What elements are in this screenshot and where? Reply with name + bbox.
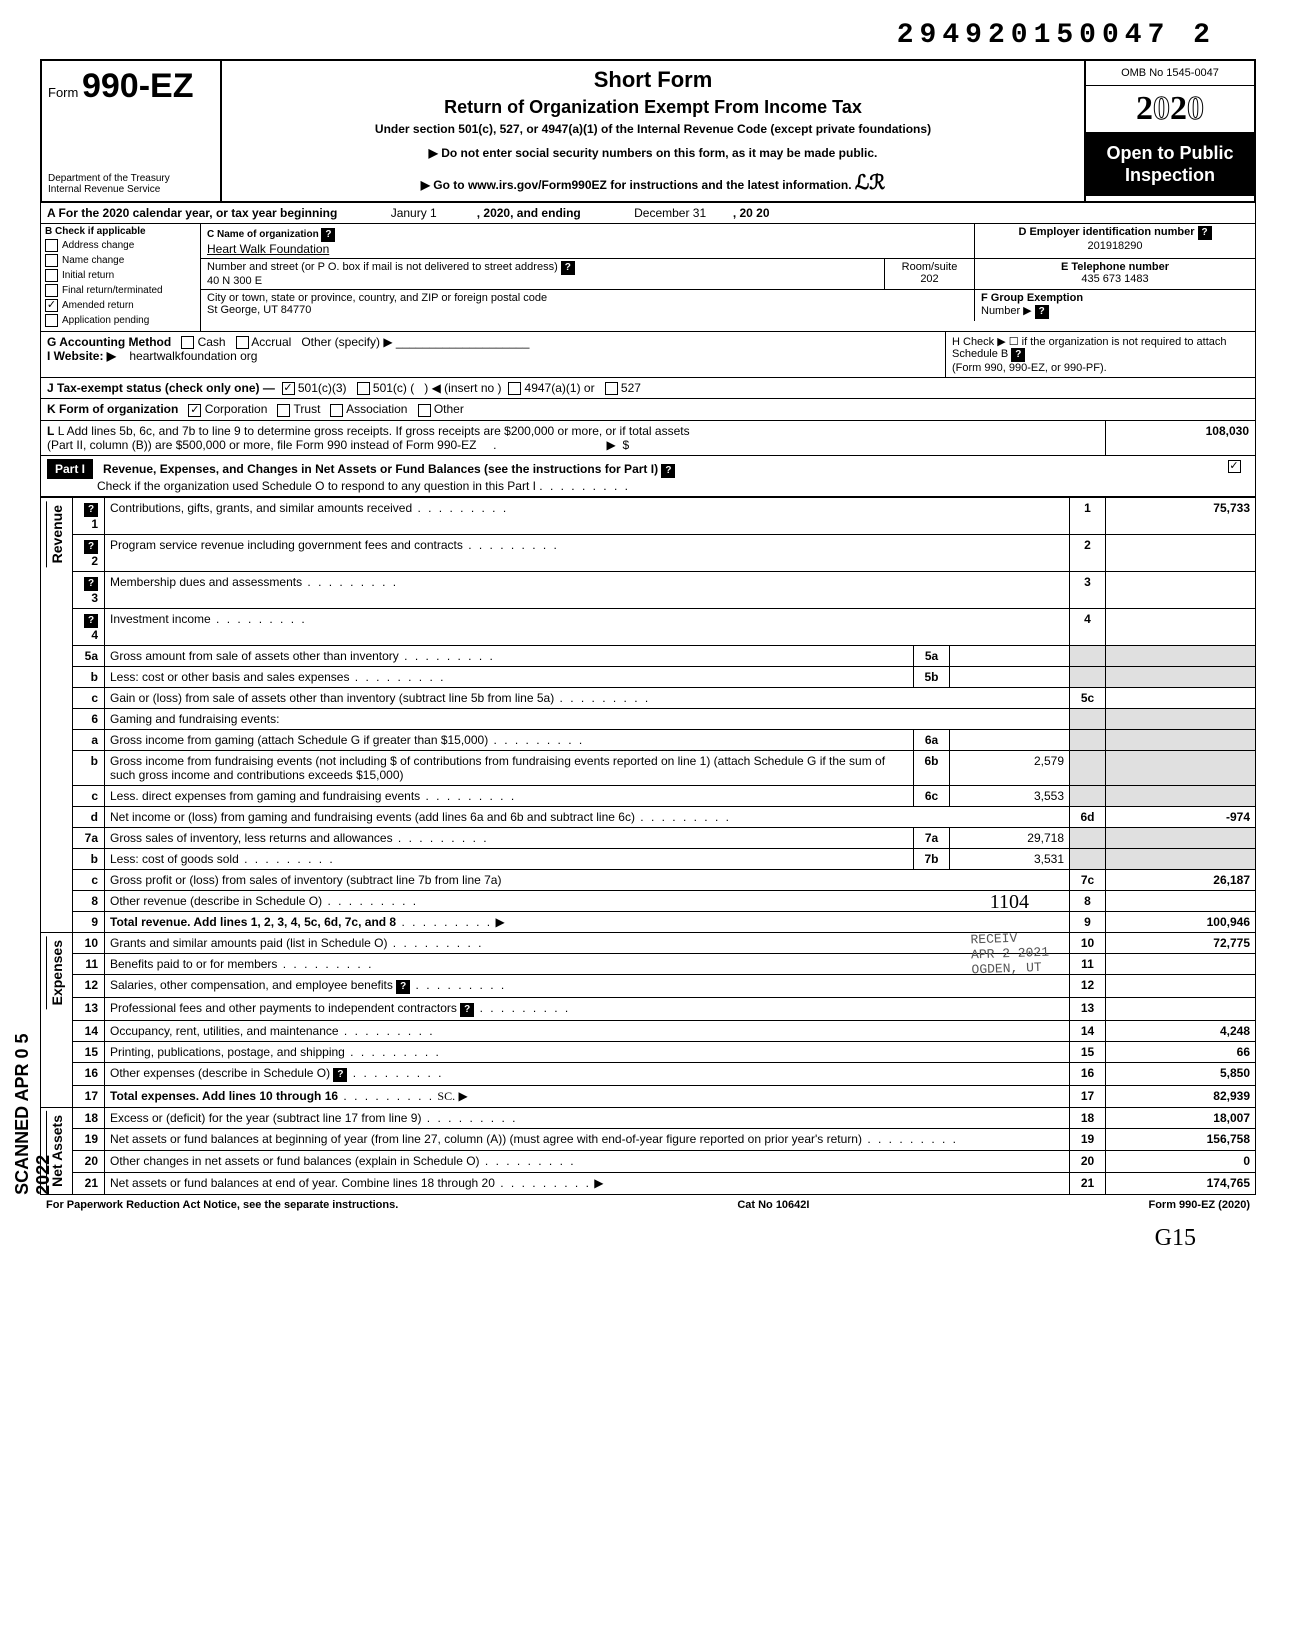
- other-checkbox[interactable]: [418, 404, 431, 417]
- tax-year-begin: Janury 1: [391, 206, 437, 220]
- net-assets-label: Net Assets: [46, 1111, 67, 1191]
- colb-label: Amended return: [62, 300, 134, 311]
- title-short-form: Short Form: [230, 67, 1076, 93]
- colb-label: Final return/terminated: [62, 285, 163, 296]
- colb-checkbox[interactable]: [45, 239, 58, 252]
- city-value: St George, UT 84770: [207, 304, 311, 316]
- form-number: 990-EZ: [82, 67, 194, 105]
- part1-title: Revenue, Expenses, and Changes in Net As…: [103, 462, 658, 476]
- note-url: ▶ Go to www.irs.gov/Form990EZ for instru…: [230, 170, 1076, 195]
- accrual-checkbox[interactable]: [236, 336, 249, 349]
- room-value: 202: [920, 273, 938, 285]
- colb-label: Application pending: [62, 315, 149, 326]
- line8-handwritten: 1104: [990, 891, 1029, 914]
- row-k: K Form of organization Corporation Trust…: [40, 399, 1256, 420]
- colb-checkbox[interactable]: [45, 284, 58, 297]
- room-label: Room/suite: [902, 261, 958, 273]
- colb-checkbox[interactable]: [45, 269, 58, 282]
- colb-checkbox[interactable]: [45, 314, 58, 327]
- website-value: heartwalkfoundation org: [129, 349, 257, 363]
- received-stamp: RECEIVAPR 2 2021OGDEN, UT: [970, 929, 1050, 977]
- colb-checkbox[interactable]: [45, 254, 58, 267]
- org-info-block: B Check if applicable Address changeName…: [40, 224, 1256, 332]
- footer-left: For Paperwork Reduction Act Notice, see …: [46, 1199, 398, 1211]
- colb-item: Name change: [45, 254, 196, 267]
- colb-item: Application pending: [45, 314, 196, 327]
- 501c-checkbox[interactable]: [357, 382, 370, 395]
- association-checkbox[interactable]: [330, 404, 343, 417]
- box-d-label: D Employer identification number ?: [1018, 226, 1211, 238]
- part1-label: Part I: [47, 459, 93, 479]
- open-to-public: Open to Public Inspection: [1086, 133, 1254, 196]
- part1-header-row: Part I Revenue, Expenses, and Changes in…: [40, 456, 1256, 497]
- phone-value: 435 673 1483: [1081, 273, 1148, 285]
- box-e-label: E Telephone number: [1061, 261, 1169, 273]
- tax-year-end-month: December 31: [634, 206, 706, 220]
- dept-treasury: Department of the Treasury: [48, 173, 214, 184]
- initials-scribble: ℒℛ: [855, 172, 885, 194]
- part1-check-text: Check if the organization used Schedule …: [97, 479, 536, 493]
- footer: For Paperwork Reduction Act Notice, see …: [40, 1195, 1256, 1215]
- row-l: L L Add lines 5b, 6c, and 7b to line 9 t…: [40, 421, 1256, 456]
- city-label: City or town, state or province, country…: [207, 292, 547, 304]
- schedule-o-checkbox[interactable]: [1228, 460, 1241, 473]
- row-a-tax-year: A For the 2020 calendar year, or tax yea…: [40, 203, 1256, 224]
- box-h-text: H Check ▶ ☐ if the organization is not r…: [952, 336, 1227, 360]
- document-number: 294920150047 2: [40, 20, 1256, 51]
- colb-label: Name change: [62, 255, 124, 266]
- 501c3-checkbox[interactable]: [282, 382, 295, 395]
- form-number-block: Form 990-EZ: [48, 67, 214, 106]
- colb-item: Amended return: [45, 299, 196, 312]
- box-f-label: F Group Exemption: [981, 292, 1083, 304]
- dept-irs: Internal Revenue Service: [48, 184, 214, 195]
- trust-checkbox[interactable]: [277, 404, 290, 417]
- box-f-number: Number ▶: [981, 305, 1032, 317]
- colb-item: Address change: [45, 239, 196, 252]
- note-ssn: ▶ Do not enter social security numbers o…: [230, 146, 1076, 160]
- org-name: Heart Walk Foundation: [207, 242, 329, 256]
- colb-label: Initial return: [62, 270, 114, 281]
- gross-receipts-amount: 108,030: [1105, 421, 1255, 455]
- col-b-checkboxes: B Check if applicable Address changeName…: [41, 224, 201, 331]
- colb-item: Final return/terminated: [45, 284, 196, 297]
- colb-item: Initial return: [45, 269, 196, 282]
- corporation-checkbox[interactable]: [188, 404, 201, 417]
- omb-number: OMB No 1545-0047: [1086, 61, 1254, 86]
- bottom-handwritten: G15: [40, 1215, 1256, 1262]
- footer-mid: Cat No 10642I: [737, 1199, 809, 1211]
- cash-checkbox[interactable]: [181, 336, 194, 349]
- colb-checkbox[interactable]: [45, 299, 58, 312]
- addr-value: 40 N 300 E: [207, 275, 262, 287]
- title-return: Return of Organization Exempt From Incom…: [230, 97, 1076, 118]
- subtitle: Under section 501(c), 527, or 4947(a)(1)…: [230, 122, 1076, 136]
- expenses-label: Expenses: [46, 936, 67, 1009]
- 4947-checkbox[interactable]: [508, 382, 521, 395]
- ein-value: 201918290: [1087, 240, 1142, 252]
- box-c-label: C Name of organization ?: [207, 229, 335, 240]
- tax-year: 2020: [1086, 86, 1254, 133]
- footer-right: Form 990-EZ (2020): [1148, 1199, 1250, 1211]
- 527-checkbox[interactable]: [605, 382, 618, 395]
- row-gh: G Accounting Method Cash Accrual Other (…: [40, 332, 1256, 378]
- colb-label: Address change: [62, 240, 134, 251]
- form-header: Form 990-EZ Department of the Treasury I…: [40, 59, 1256, 203]
- row-j: J Tax-exempt status (check only one) — 5…: [40, 378, 1256, 399]
- lines-table: Revenue ? 1 Contributions, gifts, grants…: [40, 497, 1256, 1195]
- box-h-text2: (Form 990, 990-EZ, or 990-PF).: [952, 362, 1107, 374]
- form-label: Form: [48, 85, 78, 100]
- addr-label: Number and street (or P O. box if mail i…: [207, 261, 558, 273]
- revenue-label: Revenue: [46, 501, 67, 567]
